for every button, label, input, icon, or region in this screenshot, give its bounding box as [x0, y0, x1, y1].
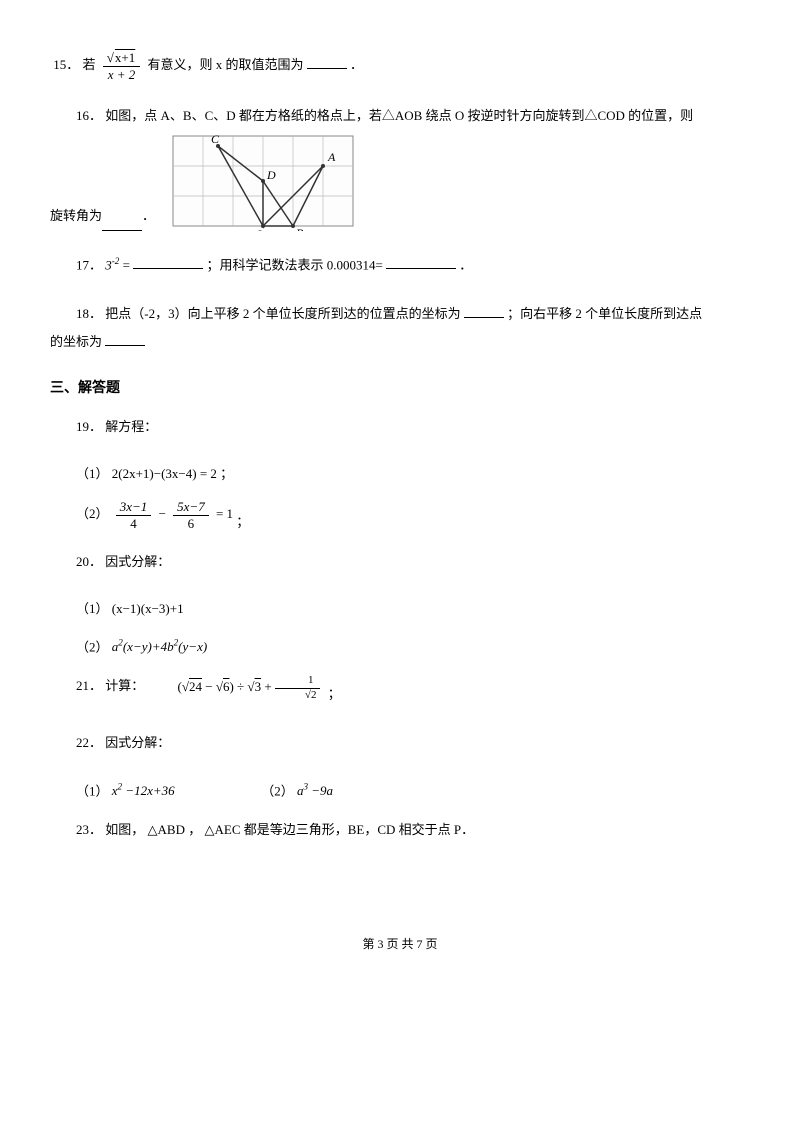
q19-p1-label: （1） [76, 466, 109, 481]
q19-p1-tail: ； [220, 466, 233, 481]
q22-parts: （1） x2 −12x+36 （2） a3 −9a [76, 778, 750, 804]
q17-period: ． [459, 257, 472, 272]
fig-label-a: A [327, 150, 336, 164]
q21-text: 计算： [105, 678, 144, 693]
q15-frac-den: x + 2 [103, 66, 140, 83]
q22-number: 22． [76, 735, 102, 750]
q20-number: 20． [76, 554, 102, 569]
question-16: 16． 如图，点 A、B、C、D 都在方格纸的格点上，若△AOB 绕点 O 按逆… [50, 102, 750, 231]
q19-number: 19． [76, 419, 102, 434]
q21-number: 21． [76, 678, 102, 693]
q17-number: 17． [76, 257, 102, 272]
q23-tri1: △ABD [148, 822, 185, 837]
q21-sqrt3: 3 [255, 679, 262, 694]
q21-frac-den: 2 [311, 689, 317, 701]
q18-text-b: ；向右平移 2 个单位长度所到达点 [507, 306, 702, 321]
q19-minus: − [159, 507, 166, 522]
q18-blank2 [105, 333, 145, 346]
q16-period: ． [142, 202, 155, 231]
q18-text-c: 的坐标为 [50, 334, 102, 349]
q21-sqrt6: 6 [223, 679, 230, 694]
q23-number: 23． [76, 822, 102, 837]
q19-text: 解方程： [105, 419, 157, 434]
q19-f2-den: 6 [173, 515, 209, 532]
section-3-title: 三、解答题 [50, 377, 750, 397]
question-18: 18． 把点（-2，3）向上平移 2 个单位长度所到达的位置点的坐标为 ；向右平… [50, 300, 750, 357]
q21-frac-num: 1 [275, 674, 321, 687]
q20-p1-label: （1） [76, 601, 109, 616]
fig-label-d: D [266, 168, 276, 182]
q19-p1-expr: 2(2x+1)−(3x−4) = 2 [112, 466, 217, 481]
q19-part2: （2） 3x−1 4 − 5x−7 6 = 1 ； [76, 499, 750, 535]
q21-expr: (√24 − √6) ÷ √3 + 1 √2 [152, 673, 321, 702]
q15-blank [307, 56, 347, 69]
q22-p1-label: （1） [76, 783, 109, 798]
q16-figure: A B C D O [163, 131, 363, 231]
q23-text-a: 如图， [105, 822, 144, 837]
q20-p2-label: （2） [76, 639, 109, 654]
question-15: 15． 若 √x+1 x + 2 有意义，则 x 的取值范围为 ． [50, 50, 750, 82]
q17-blank1 [133, 256, 203, 269]
q15-text-b: 有意义，则 x 的取值范围为 [148, 57, 304, 72]
q19-eq: = 1 [216, 507, 233, 522]
q23-comma: ， [188, 822, 201, 837]
q22-p2-expr: a3 −9a [297, 783, 333, 798]
q23-text-b: 都是等边三角形，BE，CD 相交于点 P． [244, 822, 474, 837]
q15-fraction: √x+1 x + 2 [103, 50, 140, 82]
q21-sqrt24: 24 [189, 679, 202, 694]
q19-f2-num: 5x−7 [173, 499, 209, 515]
page-footer: 第 3 页 共 7 页 [0, 935, 800, 972]
q23-tri2: △AEC [205, 822, 241, 837]
q22-p2-label: （2） [261, 783, 294, 798]
q17-exp: -2 [112, 256, 120, 266]
question-20: 20． 因式分解： [50, 548, 750, 577]
q18-number: 18． [76, 306, 102, 321]
q22-text: 因式分解： [105, 735, 170, 750]
q15-frac-num: x+1 [114, 50, 136, 65]
fig-label-b: B [296, 226, 304, 231]
q19-f1-den: 4 [116, 515, 152, 532]
q20-p2-expr: a2(x−y)+4b2(y−x) [112, 639, 207, 654]
q16-blank [102, 218, 142, 231]
q15-text-a: 若 [83, 57, 96, 72]
q21-tail: ； [328, 686, 341, 701]
question-23: 23． 如图， △ABD ， △AEC 都是等边三角形，BE，CD 相交于点 P… [50, 816, 750, 845]
question-17: 17． 3-2 = ；用科学记数法表示 0.000314= ． [50, 251, 750, 280]
q17-eq: = [123, 257, 130, 272]
q20-p1-expr: (x−1)(x−3)+1 [112, 601, 184, 616]
q16-number: 16． [76, 108, 102, 123]
q20-text: 因式分解： [105, 554, 170, 569]
q22-p1-expr: x2 −12x+36 [112, 783, 175, 798]
question-21: 21． 计算： (√24 − √6) ÷ √3 + 1 √2 ； [50, 672, 750, 709]
fig-label-o: O [255, 227, 264, 231]
q16-text-b: 旋转角为 [50, 202, 102, 231]
q19-p2-tail: ； [236, 515, 249, 530]
q17-mid: ；用科学记数法表示 0.000314= [206, 257, 382, 272]
q20-part1: （1） (x−1)(x−3)+1 [76, 596, 750, 622]
q15-number: 15． [53, 57, 79, 72]
q16-text-a: 如图，点 A、B、C、D 都在方格纸的格点上，若△AOB 绕点 O 按逆时针方向… [105, 108, 693, 123]
q15-period: ． [350, 57, 363, 72]
question-19: 19． 解方程： [50, 413, 750, 442]
q17-blank2 [386, 256, 456, 269]
q18-text-a: 把点（-2，3）向上平移 2 个单位长度所到达的位置点的坐标为 [105, 306, 460, 321]
q19-p2-label: （2） [76, 507, 109, 522]
fig-label-c: C [211, 132, 220, 146]
question-22: 22． 因式分解： [50, 729, 750, 758]
q19-f1-num: 3x−1 [116, 499, 152, 515]
q20-part2: （2） a2(x−y)+4b2(y−x) [76, 634, 750, 660]
q19-part1: （1） 2(2x+1)−(3x−4) = 2 ； [76, 461, 750, 487]
q18-blank1 [464, 305, 504, 318]
